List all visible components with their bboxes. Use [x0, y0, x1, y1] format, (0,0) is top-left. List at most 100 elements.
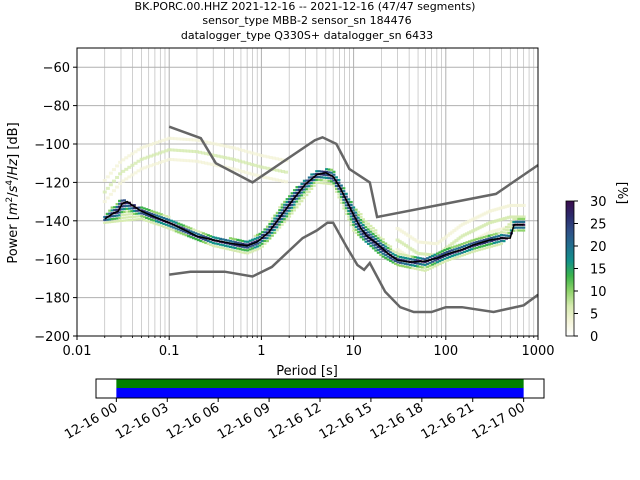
histogram-cell	[177, 222, 181, 225]
histogram-cell	[147, 211, 151, 215]
faint-cell	[502, 226, 507, 230]
histogram-cell	[445, 253, 449, 257]
histogram-cell	[268, 237, 272, 240]
faint-cell	[397, 228, 402, 232]
histogram-cell	[502, 240, 506, 243]
histogram-cell	[418, 265, 422, 268]
faint-cell	[435, 253, 440, 257]
histogram-cell	[492, 236, 496, 239]
histogram-cell	[147, 209, 151, 212]
histogram-cell	[125, 216, 129, 219]
histogram-cell	[118, 211, 122, 214]
faint-cell	[148, 164, 153, 168]
histogram-cell	[122, 199, 126, 202]
histogram-cell	[357, 225, 361, 228]
histogram-cell	[297, 188, 301, 191]
histogram-cell	[120, 213, 124, 217]
histogram-cell	[423, 266, 427, 269]
histogram-cell	[290, 197, 294, 201]
histogram-cell	[371, 241, 375, 244]
faint-cell	[488, 230, 493, 234]
histogram-cell	[327, 171, 331, 174]
timeline-tick-label: 12-16 15	[317, 400, 375, 442]
histogram-cell	[221, 246, 225, 250]
histogram-cell	[295, 203, 299, 206]
histogram-cell	[228, 248, 232, 251]
faint-cell	[401, 242, 406, 246]
histogram-cell	[236, 238, 240, 242]
histogram-cell	[243, 249, 247, 252]
x-axis-label: Period [s]	[276, 364, 338, 379]
histogram-cell	[140, 212, 144, 215]
histogram-cell	[492, 239, 496, 242]
histogram-cell	[187, 226, 191, 229]
histogram-cell	[265, 228, 269, 231]
histogram-cell	[522, 226, 526, 229]
histogram-cell	[325, 179, 329, 182]
histogram-cell	[512, 220, 516, 224]
colorbar-tick-label: 15	[590, 263, 607, 278]
faint-cell	[412, 249, 417, 253]
faint-cell	[437, 261, 442, 265]
histogram-cell	[322, 182, 326, 185]
histogram-cell	[423, 269, 427, 272]
histogram-cell	[384, 256, 388, 260]
histogram-cell	[320, 181, 324, 185]
histogram-cell	[347, 206, 351, 210]
histogram-cell	[312, 184, 316, 187]
histogram-cell	[448, 255, 452, 259]
histogram-cell	[371, 247, 375, 250]
faint-cell	[422, 241, 427, 245]
faint-cell	[133, 150, 138, 154]
histogram-cell	[359, 236, 363, 239]
histogram-cell	[260, 242, 264, 245]
faint-cell	[241, 160, 246, 164]
histogram-cell	[238, 250, 242, 254]
histogram-cell	[325, 176, 329, 179]
faint-cell	[410, 248, 415, 252]
faint-cell	[485, 210, 490, 214]
histogram-cell	[347, 198, 351, 201]
histogram-cell	[115, 205, 119, 209]
histogram-cell	[105, 218, 109, 221]
faint-cell	[247, 162, 252, 166]
faint-cell	[204, 161, 209, 165]
histogram-cell	[396, 261, 400, 264]
histogram-cell	[485, 238, 489, 241]
histogram-cell	[359, 213, 363, 216]
faint-cell	[191, 149, 196, 153]
histogram-cell	[113, 206, 117, 209]
faint-cell	[416, 251, 421, 255]
faint-cell	[136, 148, 141, 152]
histogram-cell	[248, 242, 252, 245]
faint-cell	[513, 215, 518, 219]
histogram-cell	[211, 244, 215, 247]
faint-cell	[219, 143, 224, 147]
timeline-coverage-bar	[116, 388, 524, 398]
histogram-cell	[280, 209, 284, 212]
histogram-cell	[352, 206, 356, 209]
faint-cell	[115, 164, 120, 168]
histogram-cell	[310, 184, 314, 188]
histogram-cell	[167, 224, 171, 227]
histogram-cell	[418, 257, 422, 260]
histogram-cell	[423, 263, 427, 267]
faint-cell	[145, 144, 150, 148]
histogram-cell	[465, 252, 469, 255]
faint-cell	[170, 148, 175, 152]
histogram-cell	[352, 223, 356, 226]
histogram-cell	[293, 189, 297, 192]
histogram-cell	[295, 188, 299, 192]
histogram-cell	[352, 220, 356, 224]
histogram-cell	[413, 267, 417, 270]
faint-cell	[191, 159, 196, 163]
histogram-cell	[406, 266, 410, 269]
histogram-cell	[285, 218, 289, 221]
histogram-cell	[224, 244, 228, 247]
faint-cell	[485, 222, 490, 226]
faint-cell	[281, 170, 286, 174]
histogram-cell	[248, 251, 252, 254]
histogram-cell	[189, 230, 193, 233]
faint-cell	[439, 238, 444, 242]
histogram-cell	[290, 212, 294, 215]
